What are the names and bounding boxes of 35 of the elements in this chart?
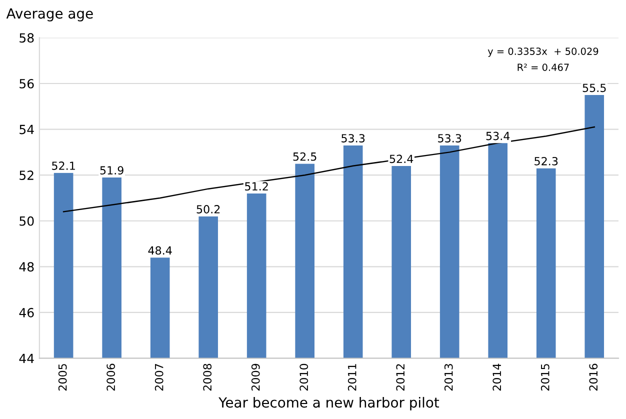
x-tick-label: 2016 [589,364,598,391]
data-label: 52.3 [534,156,558,166]
data-label: 55.5 [582,84,606,92]
x-tick-label: 2008 [203,364,212,391]
x-tick-label: 2011 [348,364,356,391]
data-label: 53.3 [438,134,462,142]
y-tick-label: 50 [20,216,34,226]
x-tick-label: 2009 [251,364,260,391]
data-label: 52.5 [293,152,316,161]
x-tick-label: 2014 [492,364,502,391]
y-tick-label: 46 [19,308,34,318]
x-tick-label: 2012 [396,364,405,391]
x-tick-label: 2005 [58,364,67,391]
data-label: 53.3 [342,134,365,142]
data-label: 52.1 [52,162,75,170]
data-label: 51.2 [245,182,268,191]
data-label: 53.4 [486,132,510,140]
y-tick-label: 44 [19,354,34,363]
x-axis-title: Year become a new harbor pilot [218,396,440,410]
annotation: y = 0.3353x + 50.029 [488,48,598,57]
x-tick-label: 2015 [540,364,550,391]
y-tick-label: 56 [20,78,34,88]
x-tick-label: 2007 [154,364,164,391]
data-label: 51.9 [100,166,124,175]
x-tick-label: 2010 [300,364,308,391]
y-tick-label: 58 [20,33,34,43]
x-tick-label: 2006 [106,364,116,391]
data-label: 48.4 [148,246,172,255]
y-axis-title: Average age [6,8,93,22]
data-label: 50.2 [196,205,220,214]
y-tick-label: 54 [20,124,34,134]
y-tick-label: 52 [20,170,34,180]
x-tick-label: 2013 [444,364,453,391]
annotation: R² = 0.467 [518,64,569,71]
y-tick-label: 48 [19,262,34,272]
